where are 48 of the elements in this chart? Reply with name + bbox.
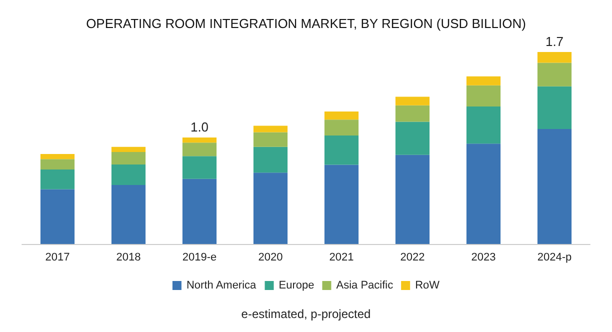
bar (395, 122, 430, 155)
x-tick-label: 2022 (400, 252, 425, 264)
bar (111, 146, 146, 152)
bar (537, 128, 572, 244)
bar (466, 106, 501, 144)
x-tick-label: 2024-p (537, 252, 572, 264)
bar (253, 126, 288, 132)
legend-label: Europe (278, 280, 314, 292)
bar (324, 136, 359, 165)
bar (466, 85, 501, 107)
bar (111, 152, 146, 165)
bar (182, 142, 217, 156)
bar (182, 156, 217, 179)
bar (182, 137, 217, 143)
bar (395, 105, 430, 122)
bar (40, 159, 75, 170)
text: e-estimated, p-projected (241, 307, 371, 321)
bar (466, 144, 501, 244)
bar (466, 76, 501, 86)
bar (253, 172, 288, 244)
bar (253, 132, 288, 147)
bar (395, 96, 430, 106)
bar (537, 52, 572, 63)
bar (111, 164, 146, 186)
bar (395, 154, 430, 244)
bar (324, 120, 359, 136)
legend-label: Asia Pacific (336, 280, 394, 292)
x-tick-label: 2021 (329, 252, 354, 264)
x-tick-label: 2017 (45, 252, 70, 264)
annotation: 1.7 (545, 34, 564, 49)
legend-label: North America (186, 280, 258, 292)
annotation: 1.0 (190, 119, 209, 134)
bar (40, 170, 75, 190)
bar (182, 178, 217, 244)
bar (324, 112, 359, 120)
x-tick-label: 2018 (116, 252, 141, 264)
x-tick-label: 2023 (471, 252, 496, 264)
legend-label: RoW (415, 280, 440, 292)
bar (537, 62, 572, 86)
chart-title: OPERATING ROOM INTEGRATION MARKET, BY REGION (USD BILLION) (86, 16, 526, 31)
x-tick-label: 2020 (258, 252, 283, 264)
bar (324, 164, 359, 244)
x-tick-label: 2019-e (182, 252, 217, 264)
bar (111, 185, 146, 244)
bar (40, 154, 75, 160)
bar (253, 146, 288, 173)
bar (40, 189, 75, 244)
bar (537, 86, 572, 129)
